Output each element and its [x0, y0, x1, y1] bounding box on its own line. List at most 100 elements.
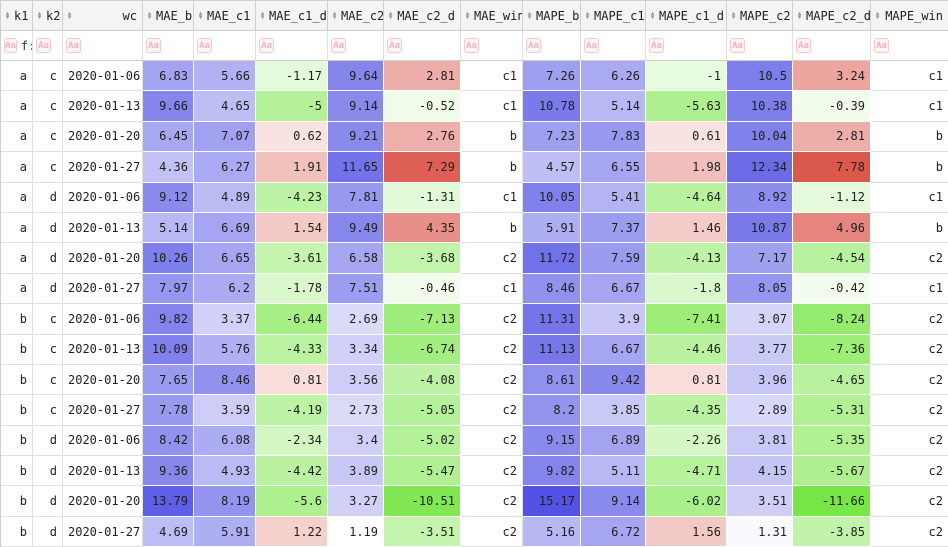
sort-icon[interactable]: ▲ ▼ [729, 10, 738, 20]
text-type-aa-icon[interactable]: Aa [796, 38, 811, 53]
sort-icon[interactable]: ▲ ▼ [583, 10, 592, 20]
text-type-aa-icon[interactable]: Aa [197, 38, 212, 53]
cell-MAPE_win: c2 [871, 486, 948, 517]
text-type-aa-icon[interactable]: Aa [464, 38, 479, 53]
sort-icon[interactable]: ▲ ▼ [525, 10, 534, 20]
column-header-MAE_c1[interactable]: ▲ ▼ MAE_c1 [194, 1, 256, 31]
cell-MAE_c1: 8.46 [194, 364, 256, 396]
column-header-MAPE_c2_d[interactable]: ▲ ▼ MAPE_c2_d [793, 1, 871, 31]
cell-MAE_c1: 4.89 [194, 182, 256, 213]
sort-icon[interactable]: ▲ ▼ [463, 10, 472, 20]
filter-cell-MAPE_b[interactable]: Aa [523, 31, 581, 61]
sort-icon[interactable]: ▲ ▼ [196, 10, 205, 20]
filter-cell-MAE_c1[interactable]: Aa [194, 31, 256, 61]
column-header-inner: ▲ ▼ MAPE_c1_d [648, 1, 724, 30]
filter-cell-MAPE_win[interactable]: Aa [871, 31, 948, 61]
cell-k1: a [1, 91, 33, 122]
sort-icon[interactable]: ▲ ▼ [35, 10, 44, 20]
filter-cell-MAE_win[interactable]: Aa [461, 31, 523, 61]
column-header-MAPE_c1_d[interactable]: ▲ ▼ MAPE_c1_d [646, 1, 727, 31]
table-row: b d 2020-01-27 4.69 5.91 1.22 1.19 -3.51 c2 5.16 6… [1, 516, 948, 547]
cell-MAPE_c2: 10.04 [727, 121, 793, 153]
column-header-MAPE_c1[interactable]: ▲ ▼ MAPE_c1 [581, 1, 646, 31]
filter-cell-MAPE_c1[interactable]: Aa [581, 31, 646, 61]
cell-MAE_c1_d: -1.17 [256, 61, 328, 92]
filter-cell-k2[interactable]: Aa [33, 31, 63, 61]
cell-wc: 2020-01-20 [63, 121, 143, 153]
text-type-aa-icon[interactable]: Aa [584, 38, 599, 53]
cell-k1: b [1, 395, 33, 426]
cell-MAE_c2_d: -7.13 [384, 304, 461, 335]
cell-MAE_c2_d: -10.51 [384, 486, 461, 517]
table-row: a d 2020-01-20 10.26 6.65 -3.61 6.58 -3.68 c2 11.… [1, 243, 948, 274]
cell-k1: a [1, 212, 33, 244]
column-label: MAE_win [474, 8, 523, 23]
sort-icon[interactable]: ▲ ▼ [330, 10, 339, 20]
cell-MAPE_b: 8.61 [523, 364, 581, 396]
cell-MAE_win: b [461, 121, 523, 153]
filter-cell-MAPE_c2[interactable]: Aa [727, 31, 793, 61]
column-header-MAE_c2_d[interactable]: ▲ ▼ MAE_c2_d [384, 1, 461, 31]
column-header-MAPE_win[interactable]: ▲ ▼ MAPE_win [871, 1, 948, 31]
filter-cell-MAPE_c1_d[interactable]: Aa [646, 31, 727, 61]
cell-MAPE_c2_d: -3.85 [793, 516, 871, 547]
cell-MAPE_c1: 6.55 [581, 152, 646, 183]
column-header-MAPE_c2[interactable]: ▲ ▼ MAPE_c2 [727, 1, 793, 31]
column-header-k2[interactable]: ▲ ▼ k2 [33, 1, 63, 31]
text-type-aa-icon[interactable]: Aa [36, 38, 51, 53]
column-header-MAE_c1_d[interactable]: ▲ ▼ MAE_c1_d [256, 1, 328, 31]
column-header-MAE_win[interactable]: ▲ ▼ MAE_win [461, 1, 523, 31]
cell-MAE_c1: 8.19 [194, 486, 256, 517]
filter-cell-MAE_c2[interactable]: Aa [328, 31, 384, 61]
text-type-aa-icon[interactable]: Aa [331, 38, 346, 53]
sort-icon[interactable]: ▲ ▼ [795, 10, 804, 20]
column-label: MAE_b [156, 8, 193, 23]
cell-MAE_c2_d: -5.05 [384, 395, 461, 426]
text-type-aa-icon[interactable]: Aa [526, 38, 541, 53]
text-type-aa-icon[interactable]: Aa [146, 38, 161, 53]
cell-MAE_b: 7.97 [143, 273, 194, 305]
filter-query-text[interactable]: f: [20, 38, 32, 53]
sort-icon[interactable]: ▲ ▼ [386, 9, 395, 20]
cell-k2: c [33, 61, 63, 92]
sort-icon[interactable]: ▲ ▼ [3, 10, 12, 20]
column-header-MAE_c2[interactable]: ▲ ▼ MAE_c2 [328, 1, 384, 31]
cell-MAPE_c2: 10.38 [727, 91, 793, 122]
sort-up-icon: ▲ [388, 9, 393, 17]
filter-cell-wc[interactable]: Aa [63, 31, 143, 61]
sort-icon[interactable]: ▲ ▼ [65, 10, 74, 20]
sort-icon[interactable]: ▲ ▼ [873, 10, 882, 20]
cell-MAPE_c1: 7.59 [581, 243, 646, 274]
column-header-MAPE_b[interactable]: ▲ ▼ MAPE_b [523, 1, 581, 31]
sort-icon[interactable]: ▲ ▼ [648, 10, 657, 20]
column-header-MAE_b[interactable]: ▲ ▼ MAE_b [143, 1, 194, 31]
text-type-aa-icon[interactable]: Aa [4, 38, 17, 53]
column-header-wc[interactable]: ▲ ▼ wc [63, 1, 143, 31]
text-type-aa-icon[interactable]: Aa [387, 38, 402, 53]
cell-MAE_c2_d: 2.76 [384, 121, 461, 153]
sort-icon[interactable]: ▲ ▼ [145, 10, 154, 20]
text-type-aa-icon[interactable]: Aa [874, 38, 889, 53]
filter-cell-MAE_c2_d[interactable]: Aa [384, 31, 461, 61]
text-type-aa-icon[interactable]: Aa [66, 38, 81, 53]
text-type-aa-icon[interactable]: Aa [259, 38, 274, 53]
sort-icon[interactable]: ▲ ▼ [258, 10, 267, 20]
filter-cell-MAE_b[interactable]: Aa [143, 31, 194, 61]
cell-MAPE_c1: 6.67 [581, 334, 646, 365]
cell-MAPE_c2: 1.31 [727, 516, 793, 547]
filter-cell-inner: Aa [526, 31, 576, 60]
column-label: MAE_c2 [341, 8, 384, 23]
cell-MAPE_c1_d: 1.46 [646, 212, 727, 244]
cell-MAPE_c1_d: -2.26 [646, 425, 727, 457]
filter-cell-MAE_c1_d[interactable]: Aa [256, 31, 328, 61]
header-row: ▲ ▼ k1 ▲ ▼ k2 ▲ ▼ wc ▲ ▼ MAE_b ▲ ▼ MAE_c1 ▲ ▼ MAE_c1_d ▲ ▼ M… [1, 1, 948, 31]
cell-MAPE_c1: 5.11 [581, 456, 646, 487]
text-type-aa-icon[interactable]: Aa [730, 38, 745, 53]
text-type-aa-icon[interactable]: Aa [649, 38, 664, 53]
cell-wc: 2020-01-27 [63, 152, 143, 183]
column-header-k1[interactable]: ▲ ▼ k1 [1, 1, 33, 31]
filter-query-ident: f [20, 38, 29, 53]
filter-cell-MAPE_c2_d[interactable]: Aa [793, 31, 871, 61]
